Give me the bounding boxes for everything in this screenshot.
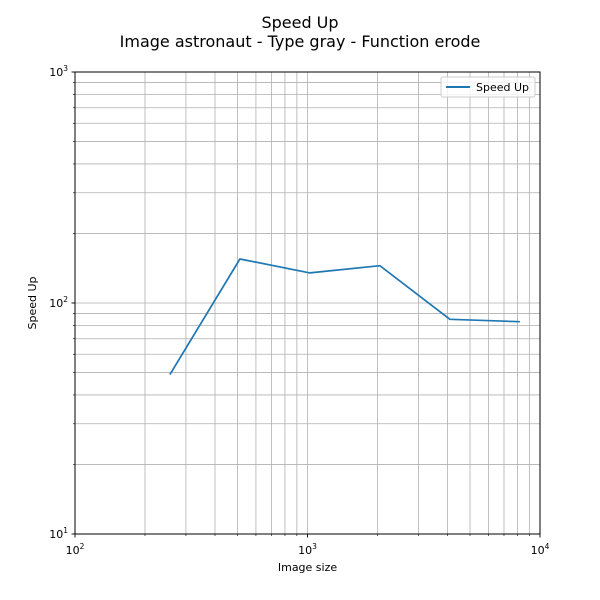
y-tick-exponent: 3 — [63, 64, 68, 73]
x-tick-exponent: 2 — [80, 542, 85, 551]
series-line — [169, 258, 520, 376]
y-axis-label: Speed Up — [26, 276, 39, 329]
y-tick-exponent: 1 — [63, 526, 68, 535]
legend-entry-label: Speed Up — [476, 81, 529, 94]
x-axis-label: Image size — [278, 561, 338, 574]
legend: Speed Up — [440, 76, 536, 98]
x-tick-exponent: 3 — [312, 542, 317, 551]
x-tick-label: 104 — [531, 542, 550, 557]
series-layer — [169, 258, 520, 376]
x-tick-label: 102 — [66, 542, 85, 557]
y-tick-label: 103 — [49, 64, 68, 79]
y-tick-label: 102 — [49, 295, 68, 310]
x-tick-exponent: 4 — [545, 542, 550, 551]
legend-box — [440, 76, 536, 98]
y-tick-label: 101 — [49, 526, 68, 541]
chart-title: Speed Up — [261, 13, 339, 32]
grid — [74, 71, 541, 535]
chart-subtitle: Image astronaut - Type gray - Function e… — [119, 32, 481, 51]
y-tick-exponent: 2 — [63, 295, 68, 304]
x-tick-label: 103 — [298, 542, 317, 557]
